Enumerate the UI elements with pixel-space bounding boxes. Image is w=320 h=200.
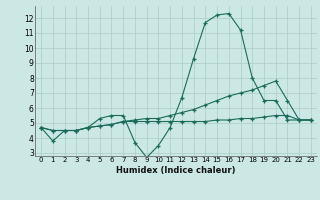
X-axis label: Humidex (Indice chaleur): Humidex (Indice chaleur)	[116, 166, 236, 175]
